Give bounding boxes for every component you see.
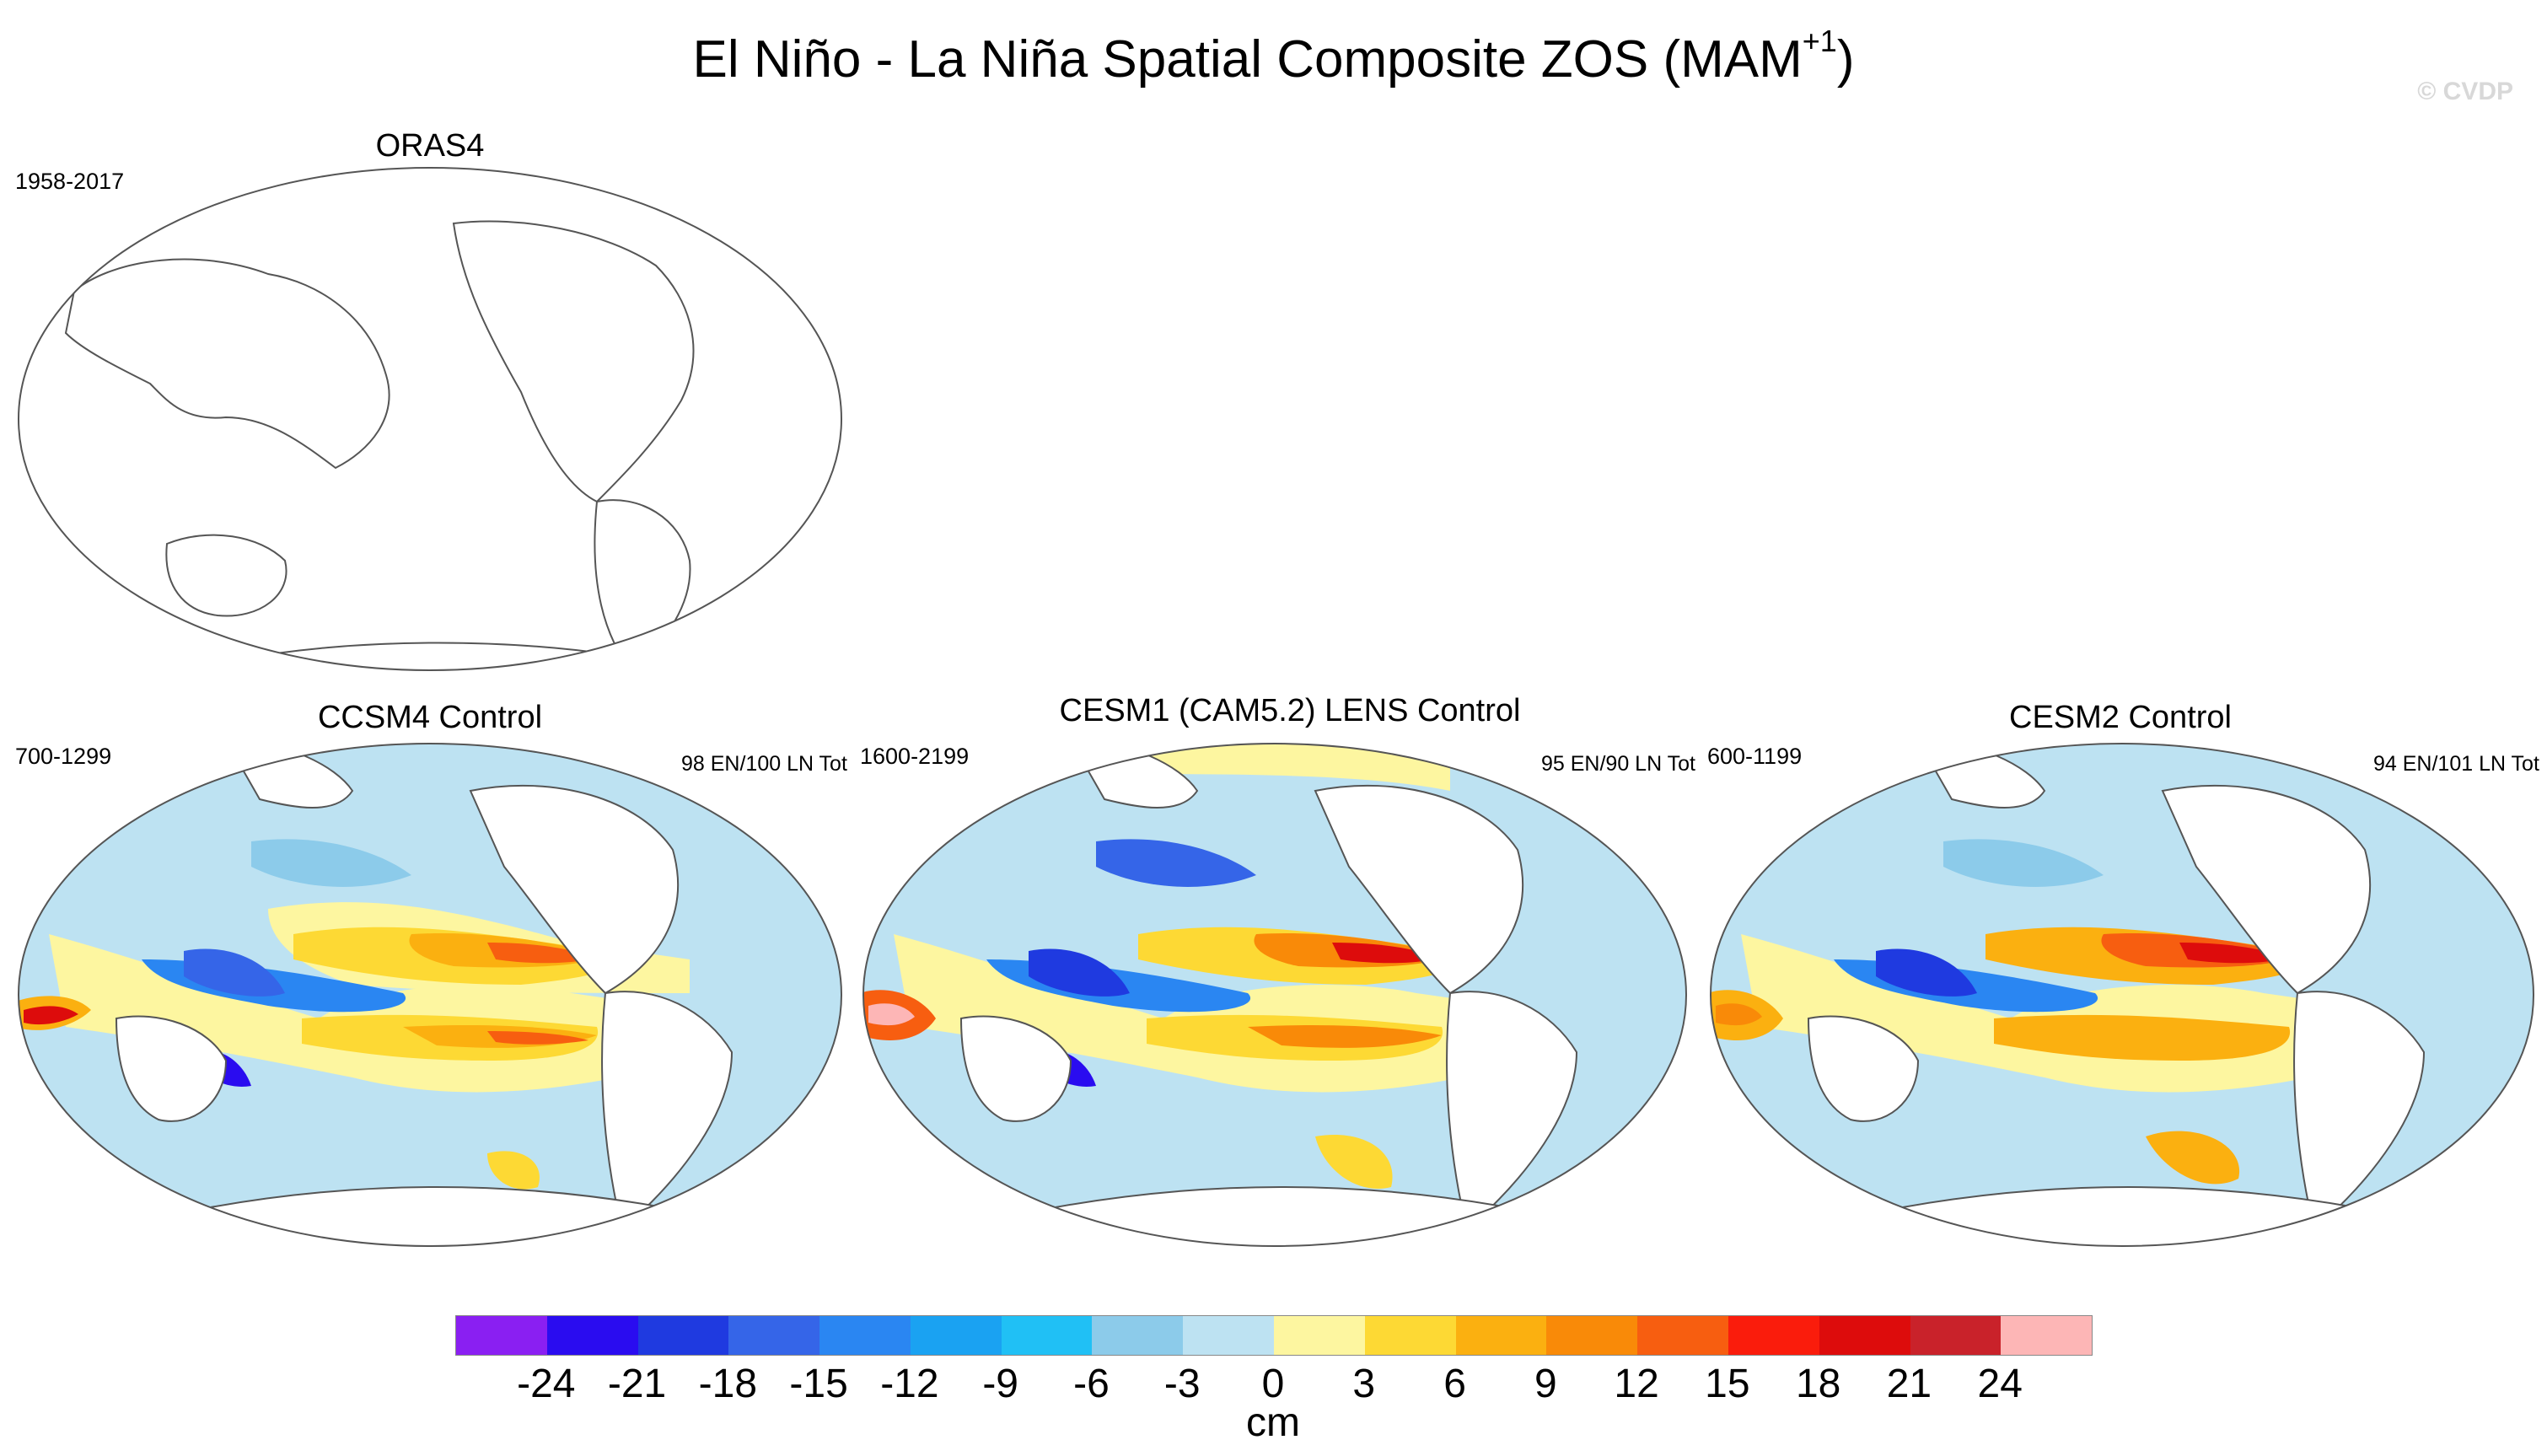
colorbar-unit: cm xyxy=(1246,1400,1300,1445)
colorbar-swatch xyxy=(1274,1316,1365,1355)
panel-period-cesm1: 1600-2199 xyxy=(860,744,970,769)
colorbar-swatch xyxy=(1819,1316,1910,1355)
colorbar-swatch xyxy=(1546,1316,1638,1355)
map-cesm1 xyxy=(862,743,1687,1247)
panel-title-cesm1: CESM1 (CAM5.2) LENS Control xyxy=(1059,693,1521,728)
colorbar-swatch xyxy=(819,1316,911,1355)
colorbar-tick-label: 9 xyxy=(1534,1362,1557,1406)
title-text: El Niño - La Niña Spatial Composite ZOS … xyxy=(692,30,1803,89)
asia-outline xyxy=(64,258,390,470)
colorbar-swatch xyxy=(1001,1316,1093,1355)
map-cesm2 xyxy=(1710,743,2534,1247)
panel-period-oras4: 1958-2017 xyxy=(15,169,125,194)
panel-counts-cesm1: 95 EN/90 LN Tot xyxy=(1541,752,1695,776)
panel-counts-ccsm4: 98 EN/100 LN Tot xyxy=(681,752,847,776)
panel-counts-cesm2: 94 EN/101 LN Tot xyxy=(2373,752,2539,776)
panel-title-cesm2: CESM2 Control xyxy=(2009,700,2232,735)
panel-period-cesm2: 600-1199 xyxy=(1707,744,1803,769)
colorbar-swatch xyxy=(1728,1316,1819,1355)
panel-title-oras4: ORAS4 xyxy=(375,128,485,164)
colorbar-swatch xyxy=(728,1316,820,1355)
colorbar-tick-label: -15 xyxy=(789,1362,848,1406)
colorbar-tick-label: 18 xyxy=(1795,1362,1841,1406)
colorbar-swatch xyxy=(1637,1316,1728,1355)
title-superscript: +1 xyxy=(1802,24,1837,58)
colorbar-swatch xyxy=(910,1316,1002,1355)
cvdp-watermark: © CVDP xyxy=(2417,78,2513,105)
colorbar-tick-label: 12 xyxy=(1614,1362,1659,1406)
colorbar xyxy=(455,1315,2093,1356)
colorbar-tick-label: -24 xyxy=(517,1362,576,1406)
australia-outline xyxy=(165,534,287,617)
colorbar-swatch xyxy=(2001,1316,2093,1355)
figure-title: El Niño - La Niña Spatial Composite ZOS … xyxy=(0,24,2547,89)
colorbar-swatch xyxy=(1092,1316,1184,1355)
colorbar-swatch xyxy=(1364,1316,1456,1355)
colorbar-tick-label: -18 xyxy=(698,1362,758,1406)
title-close: ) xyxy=(1836,30,1855,89)
map-oras4 xyxy=(18,167,842,671)
colorbar-tick-label: -21 xyxy=(607,1362,667,1406)
map-ccsm4 xyxy=(18,743,842,1247)
colorbar-tick-label: 15 xyxy=(1705,1362,1750,1406)
panel-period-ccsm4: 700-1299 xyxy=(15,744,112,769)
colorbar-tick-label: -6 xyxy=(1073,1362,1110,1406)
colorbar-tick-label: -3 xyxy=(1163,1362,1201,1406)
colorbar-swatch xyxy=(1455,1316,1547,1355)
colorbar-swatch xyxy=(1910,1316,2002,1355)
colorbar-swatch xyxy=(637,1316,729,1355)
colorbar-swatch xyxy=(1183,1316,1275,1355)
colorbar-tick-label: 0 xyxy=(1261,1362,1285,1406)
north-america-outline xyxy=(452,220,695,503)
colorbar-swatch xyxy=(546,1316,638,1355)
panel-title-ccsm4: CCSM4 Control xyxy=(317,700,543,735)
colorbar-tick-label: 3 xyxy=(1352,1362,1376,1406)
antarctica-outline xyxy=(225,642,657,663)
colorbar-tick-label: 24 xyxy=(1977,1362,2023,1406)
colorbar-tick-label: 21 xyxy=(1886,1362,1932,1406)
colorbar-tick-label: -12 xyxy=(880,1362,939,1406)
colorbar-tick-label: -9 xyxy=(982,1362,1018,1406)
colorbar-swatch xyxy=(456,1316,547,1355)
colorbar-tick-label: 6 xyxy=(1443,1362,1466,1406)
